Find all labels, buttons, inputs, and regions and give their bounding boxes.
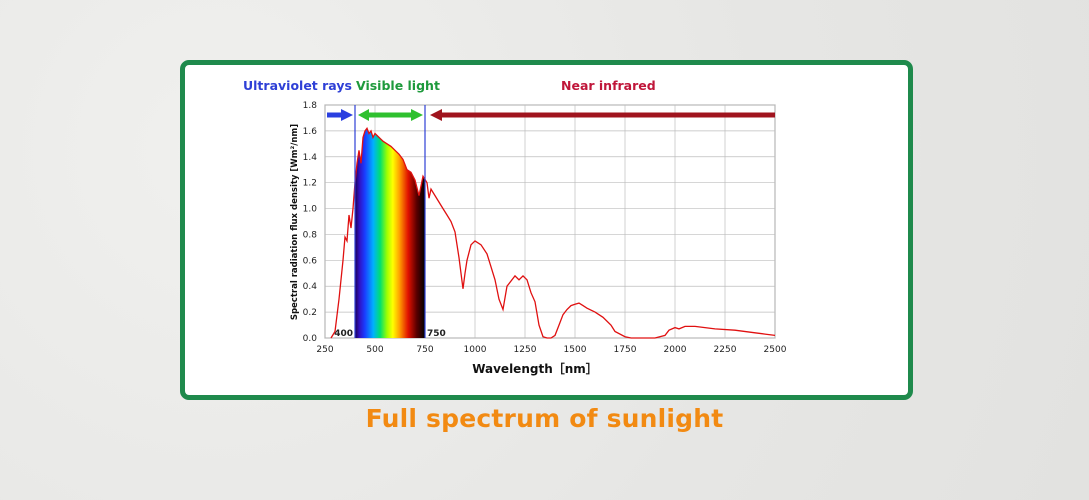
x-tick-label: 750 <box>416 345 433 355</box>
y-axis-label: Spectral radiation flux density [Wm²/nm] <box>290 124 300 320</box>
y-tick-label: 1.6 <box>303 127 318 137</box>
spectrum-chart: Ultraviolet rays Visible light Near infr… <box>243 78 787 376</box>
nir-arrow <box>430 109 775 121</box>
y-tick-label: 1.4 <box>303 153 318 163</box>
visible-label: Visible light <box>356 78 440 93</box>
y-tick-label: 1.0 <box>303 205 318 215</box>
y-tick-label: 0.2 <box>303 308 317 318</box>
y-tick-label: 0.0 <box>303 334 318 344</box>
y-tick-label: 1.8 <box>303 101 318 111</box>
x-tick-label: 1500 <box>564 345 587 355</box>
y-tick-label: 0.4 <box>303 282 318 292</box>
y-tick-label: 0.6 <box>303 256 318 266</box>
visible-arrow <box>358 109 423 121</box>
page-caption: Full spectrum of sunlight <box>365 404 724 433</box>
x-tick-label: 500 <box>366 345 383 355</box>
x-tick-label: 2000 <box>664 345 687 355</box>
uv-arrow <box>327 109 353 121</box>
y-tick-label: 0.8 <box>303 230 318 240</box>
boundary-400-label: 400 <box>334 329 353 339</box>
spectrum-curve <box>330 126 776 339</box>
nir-label: Near infrared <box>561 78 656 93</box>
y-tick-label: 1.2 <box>303 179 317 189</box>
x-tick-label: 2250 <box>714 345 737 355</box>
x-tick-labels: 250 500 750 1000 1250 1500 1750 2000 2250 2500 <box>316 345 786 355</box>
x-tick-label: 1750 <box>614 345 637 355</box>
x-tick-label: 1250 <box>514 345 537 355</box>
boundary-750-label: 750 <box>427 329 446 339</box>
x-tick-label: 2500 <box>764 345 787 355</box>
y-tick-labels: 0.0 0.2 0.4 0.6 0.8 1.0 1.2 1.4 1.6 1.8 <box>303 101 318 344</box>
x-tick-label: 1000 <box>464 345 487 355</box>
x-axis-label: Wavelength［nm］ <box>472 361 598 376</box>
chart-frame: Ultraviolet rays Visible light Near infr… <box>180 60 913 400</box>
x-tick-label: 250 <box>316 345 333 355</box>
plot-area: 400 750 <box>324 104 776 339</box>
uv-label: Ultraviolet rays <box>243 78 352 93</box>
